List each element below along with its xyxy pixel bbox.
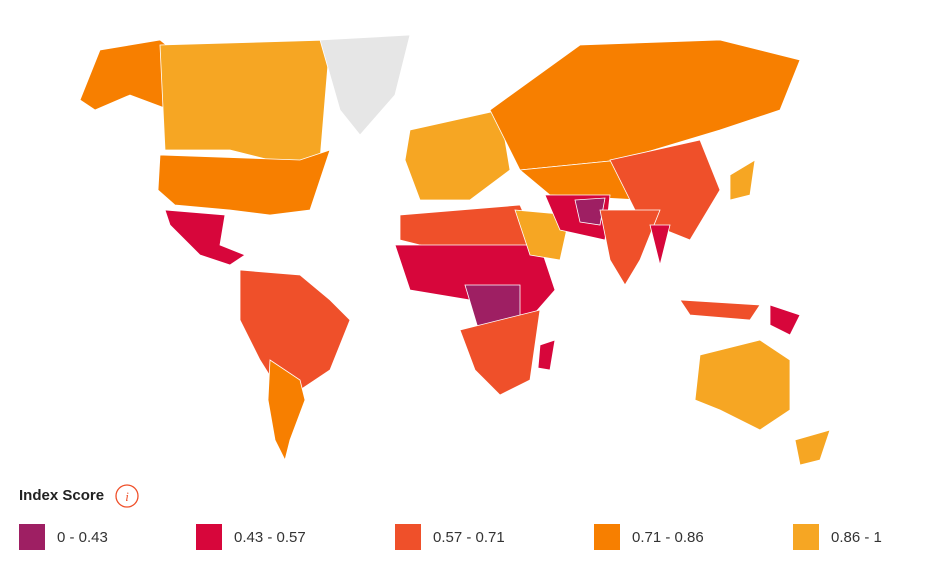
info-icon[interactable] <box>115 484 139 508</box>
mexico-central-america[interactable] <box>164 209 246 266</box>
legend-label: 0 - 0.43 <box>57 529 108 546</box>
new-zealand[interactable] <box>794 429 831 466</box>
legend-label: 0.71 - 0.86 <box>632 529 704 546</box>
legend-label: 0.57 - 0.71 <box>433 529 505 546</box>
info-icon-label[interactable]: i <box>125 489 129 504</box>
madagascar[interactable] <box>537 339 556 371</box>
papua-new-guinea[interactable] <box>769 304 801 336</box>
indonesia[interactable] <box>679 299 761 321</box>
afghanistan[interactable] <box>574 197 606 226</box>
south-america-north[interactable] <box>239 269 351 401</box>
usa[interactable] <box>157 149 331 216</box>
greenland[interactable] <box>319 34 411 136</box>
india[interactable] <box>599 209 661 286</box>
alaska[interactable] <box>79 39 186 111</box>
europe[interactable] <box>404 109 511 201</box>
legend: 0 - 0.43 0.43 - 0.57 0.57 - 0.71 0.71 - 0.8… <box>19 524 882 550</box>
russia[interactable] <box>489 39 801 171</box>
legend-swatch <box>196 524 222 550</box>
legend-swatch <box>19 524 45 550</box>
countries <box>79 34 831 466</box>
legend-title: Index Score <box>19 487 104 504</box>
southern-africa[interactable] <box>459 309 541 396</box>
australia[interactable] <box>694 339 791 431</box>
legend-swatch <box>793 524 819 550</box>
south-america-south[interactable] <box>267 359 306 462</box>
legend-swatch <box>395 524 421 550</box>
legend-label: 0.86 - 1 <box>831 529 882 546</box>
japan[interactable] <box>729 159 756 201</box>
middle-east[interactable] <box>514 209 571 261</box>
myanmar[interactable] <box>649 224 671 266</box>
legend-swatch <box>594 524 620 550</box>
legend-label: 0.43 - 0.57 <box>234 529 306 546</box>
canada[interactable] <box>159 39 331 166</box>
